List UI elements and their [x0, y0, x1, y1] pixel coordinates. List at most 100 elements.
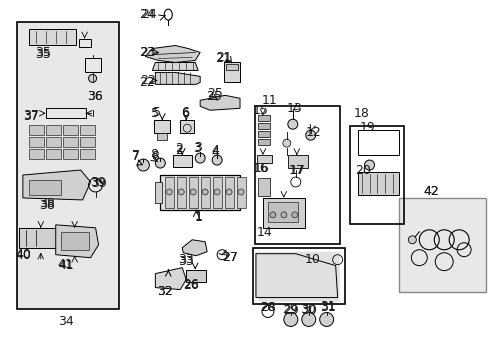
- Text: 30: 30: [300, 304, 316, 317]
- Text: 39: 39: [90, 177, 106, 190]
- Bar: [224, 62, 240, 82]
- Text: 4: 4: [211, 144, 219, 157]
- Text: 36: 36: [86, 90, 102, 103]
- Text: 17: 17: [289, 163, 305, 176]
- Circle shape: [282, 139, 290, 147]
- Bar: [256, 155, 271, 163]
- Bar: [173, 155, 192, 167]
- Text: 32: 32: [157, 285, 173, 298]
- Circle shape: [407, 236, 415, 244]
- Text: 25: 25: [207, 87, 223, 100]
- Text: 27: 27: [222, 251, 238, 264]
- Text: 16: 16: [254, 162, 269, 175]
- Text: 35: 35: [35, 46, 51, 59]
- Text: 1: 1: [194, 210, 202, 223]
- Bar: [357, 172, 399, 195]
- Bar: [201, 177, 210, 208]
- Text: 27: 27: [222, 251, 238, 264]
- Circle shape: [287, 119, 297, 129]
- Bar: [61, 232, 88, 250]
- Text: 16: 16: [253, 162, 268, 175]
- Bar: [252, 248, 344, 303]
- Bar: [46, 149, 61, 159]
- Text: 14: 14: [257, 226, 272, 239]
- Text: 38: 38: [39, 197, 55, 210]
- Text: 34: 34: [58, 315, 73, 328]
- Bar: [46, 125, 61, 135]
- Bar: [349, 126, 404, 224]
- Bar: [80, 137, 94, 147]
- Text: 28: 28: [260, 301, 275, 314]
- Text: 7: 7: [132, 149, 140, 162]
- Bar: [225, 64, 238, 71]
- Text: 15: 15: [252, 104, 268, 117]
- Circle shape: [190, 189, 196, 195]
- Circle shape: [305, 130, 315, 140]
- Polygon shape: [155, 268, 186, 289]
- Circle shape: [202, 189, 208, 195]
- Text: 40: 40: [15, 248, 31, 261]
- Bar: [287, 155, 307, 168]
- Bar: [258, 131, 269, 137]
- Bar: [29, 137, 44, 147]
- Text: 1: 1: [194, 211, 202, 224]
- Text: 42: 42: [423, 185, 438, 198]
- Text: 20: 20: [355, 163, 371, 176]
- Text: 41: 41: [59, 259, 74, 272]
- Text: 3: 3: [194, 141, 202, 154]
- Text: 12: 12: [305, 126, 321, 139]
- Bar: [80, 149, 94, 159]
- Text: 33: 33: [178, 255, 194, 268]
- Bar: [258, 178, 269, 196]
- Bar: [267, 202, 297, 222]
- Bar: [62, 125, 78, 135]
- Circle shape: [301, 312, 315, 327]
- Text: 42: 42: [423, 185, 438, 198]
- Bar: [154, 120, 170, 133]
- Polygon shape: [152, 62, 198, 71]
- Circle shape: [280, 212, 286, 218]
- Bar: [29, 125, 44, 135]
- Bar: [80, 125, 94, 135]
- Polygon shape: [23, 170, 90, 200]
- Circle shape: [166, 189, 172, 195]
- Bar: [254, 106, 339, 244]
- Text: 29: 29: [283, 304, 298, 317]
- Bar: [29, 28, 76, 45]
- Text: 38: 38: [39, 199, 55, 212]
- Polygon shape: [155, 72, 200, 84]
- Bar: [160, 175, 240, 210]
- Bar: [177, 177, 186, 208]
- Text: 25: 25: [206, 90, 222, 103]
- Text: 2: 2: [175, 141, 183, 155]
- Text: 31: 31: [319, 300, 335, 313]
- Bar: [258, 139, 269, 145]
- Text: 13: 13: [286, 102, 302, 115]
- Circle shape: [155, 158, 165, 168]
- Bar: [357, 130, 399, 155]
- Text: 26: 26: [183, 279, 199, 292]
- Bar: [29, 180, 61, 195]
- Bar: [224, 177, 234, 208]
- Bar: [17, 22, 119, 309]
- Circle shape: [283, 312, 297, 327]
- Text: 33: 33: [178, 253, 194, 266]
- Text: 40: 40: [15, 249, 31, 262]
- Text: 41: 41: [58, 258, 73, 271]
- Text: 28: 28: [260, 301, 275, 314]
- Text: 31: 31: [319, 301, 335, 314]
- Text: 22: 22: [140, 74, 156, 87]
- Text: 23: 23: [140, 46, 156, 59]
- Text: 5: 5: [153, 106, 161, 119]
- Text: 11: 11: [262, 94, 277, 107]
- Text: 7: 7: [132, 150, 140, 163]
- Text: 22: 22: [139, 76, 155, 89]
- Text: 23: 23: [139, 46, 155, 59]
- Text: 6: 6: [181, 106, 189, 119]
- Bar: [189, 177, 198, 208]
- Bar: [237, 177, 245, 208]
- Text: 19: 19: [359, 121, 375, 134]
- Text: 39: 39: [89, 176, 105, 189]
- Text: 8: 8: [151, 150, 159, 163]
- Polygon shape: [145, 45, 200, 62]
